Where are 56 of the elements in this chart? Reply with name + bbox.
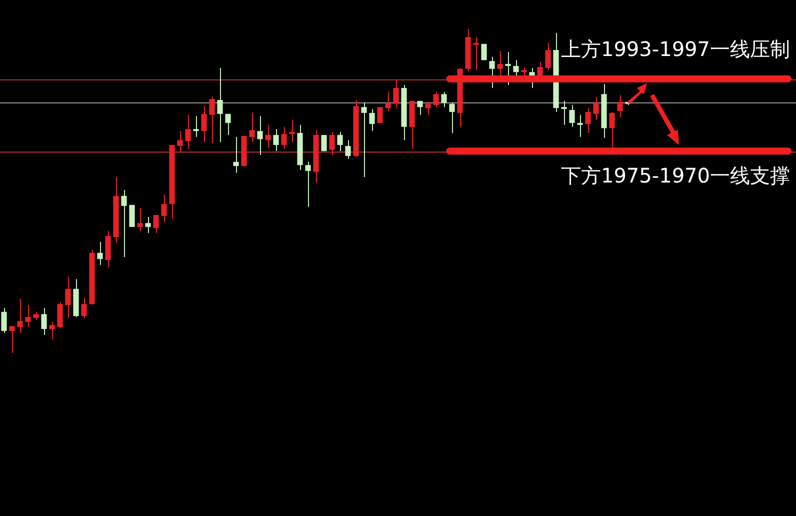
- candlestick: [9, 326, 15, 354]
- candlestick: [545, 42, 551, 71]
- candlestick: [473, 36, 479, 71]
- candlestick: [361, 102, 367, 178]
- candlestick: [17, 298, 23, 334]
- candlestick: [385, 91, 391, 112]
- candlestick: [105, 230, 111, 268]
- candlestick: [41, 307, 47, 336]
- candlestick: [137, 207, 143, 232]
- candlestick: [513, 60, 519, 78]
- candlestick: [585, 108, 591, 134]
- candlestick: [249, 112, 255, 143]
- candlestick: [569, 104, 575, 128]
- candlestick: [225, 113, 231, 136]
- candlestick: [561, 100, 567, 126]
- candlestick: [161, 194, 167, 223]
- ref-line-label: 下方1975-1970一线支撑: [560, 163, 790, 188]
- candlestick: [1, 307, 7, 334]
- candlestick: [145, 216, 151, 234]
- candlestick: [281, 126, 287, 150]
- candlestick: [65, 276, 71, 319]
- candlestick: [25, 304, 31, 328]
- candlestick: [81, 297, 87, 319]
- candlestick: [433, 91, 439, 108]
- candlestick: [441, 91, 447, 108]
- candlestick: [97, 241, 103, 266]
- candlestick: [345, 140, 351, 160]
- candlestick: [57, 302, 63, 329]
- candlestick: [209, 96, 215, 144]
- candlestick: [593, 96, 599, 121]
- candlestick: [49, 321, 55, 340]
- candlestick: [417, 100, 423, 116]
- candlestick: [289, 120, 295, 143]
- candlestick: [233, 136, 239, 174]
- candlestick: [617, 94, 623, 118]
- candlestick: [305, 161, 311, 208]
- ref-line-label: 上方1993-1997一线压制: [560, 37, 790, 62]
- candlestick: [177, 130, 183, 153]
- candlestick: [201, 106, 207, 143]
- candlestick: [377, 106, 383, 124]
- candlestick: [273, 128, 279, 152]
- candlestick: [337, 132, 343, 152]
- candlestick: [217, 67, 223, 143]
- candlestick: [257, 116, 263, 156]
- candlestick: [393, 79, 399, 109]
- candlestick: [369, 108, 375, 132]
- candlestick: [121, 190, 127, 258]
- candlestick: [153, 214, 159, 234]
- candlestick: [425, 101, 431, 116]
- candlestick: [449, 102, 455, 134]
- candlestick: [577, 114, 583, 138]
- candlestick: [185, 114, 191, 150]
- candlestick: [129, 204, 135, 228]
- candlestick: [193, 116, 199, 138]
- candlestick: [329, 132, 335, 156]
- candlestick: [265, 124, 271, 148]
